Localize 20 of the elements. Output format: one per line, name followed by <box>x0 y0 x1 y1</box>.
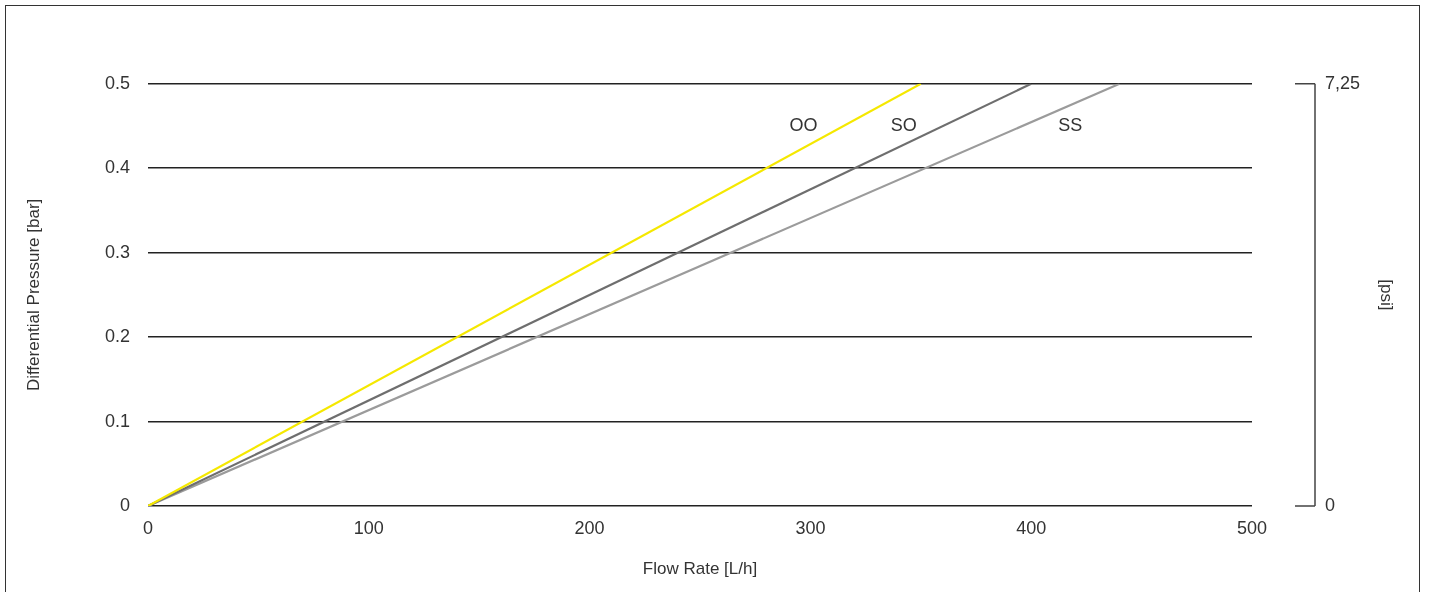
y-axis-title: Differential Pressure [bar] <box>23 198 43 392</box>
x-tick-label: 400 <box>1016 517 1047 538</box>
x-tick-label: 300 <box>795 517 826 538</box>
y2-tick-label: 7,25 <box>1325 72 1361 93</box>
x-tick-label: 100 <box>353 517 384 538</box>
y2-axis-title: [psi] <box>1377 279 1397 311</box>
x-tick-label: 500 <box>1236 517 1268 538</box>
y-tick-label: 0.4 <box>104 157 130 178</box>
x-axis-title: Flow Rate [L/h] <box>642 559 758 579</box>
y-tick-label: 0 <box>119 494 130 515</box>
y-tick-label: 0.3 <box>104 241 130 262</box>
y-tick-label: 0.1 <box>104 410 130 431</box>
series-label: OO <box>789 114 818 135</box>
series-label: SS <box>1058 114 1083 135</box>
x-tick-label: 200 <box>574 517 605 538</box>
y2-tick-label: 0 <box>1325 494 1336 515</box>
y-tick-label: 0.2 <box>104 326 130 347</box>
series-label: SO <box>890 114 917 135</box>
y-tick-label: 0.5 <box>104 72 130 93</box>
x-tick-label: 0 <box>142 517 154 538</box>
